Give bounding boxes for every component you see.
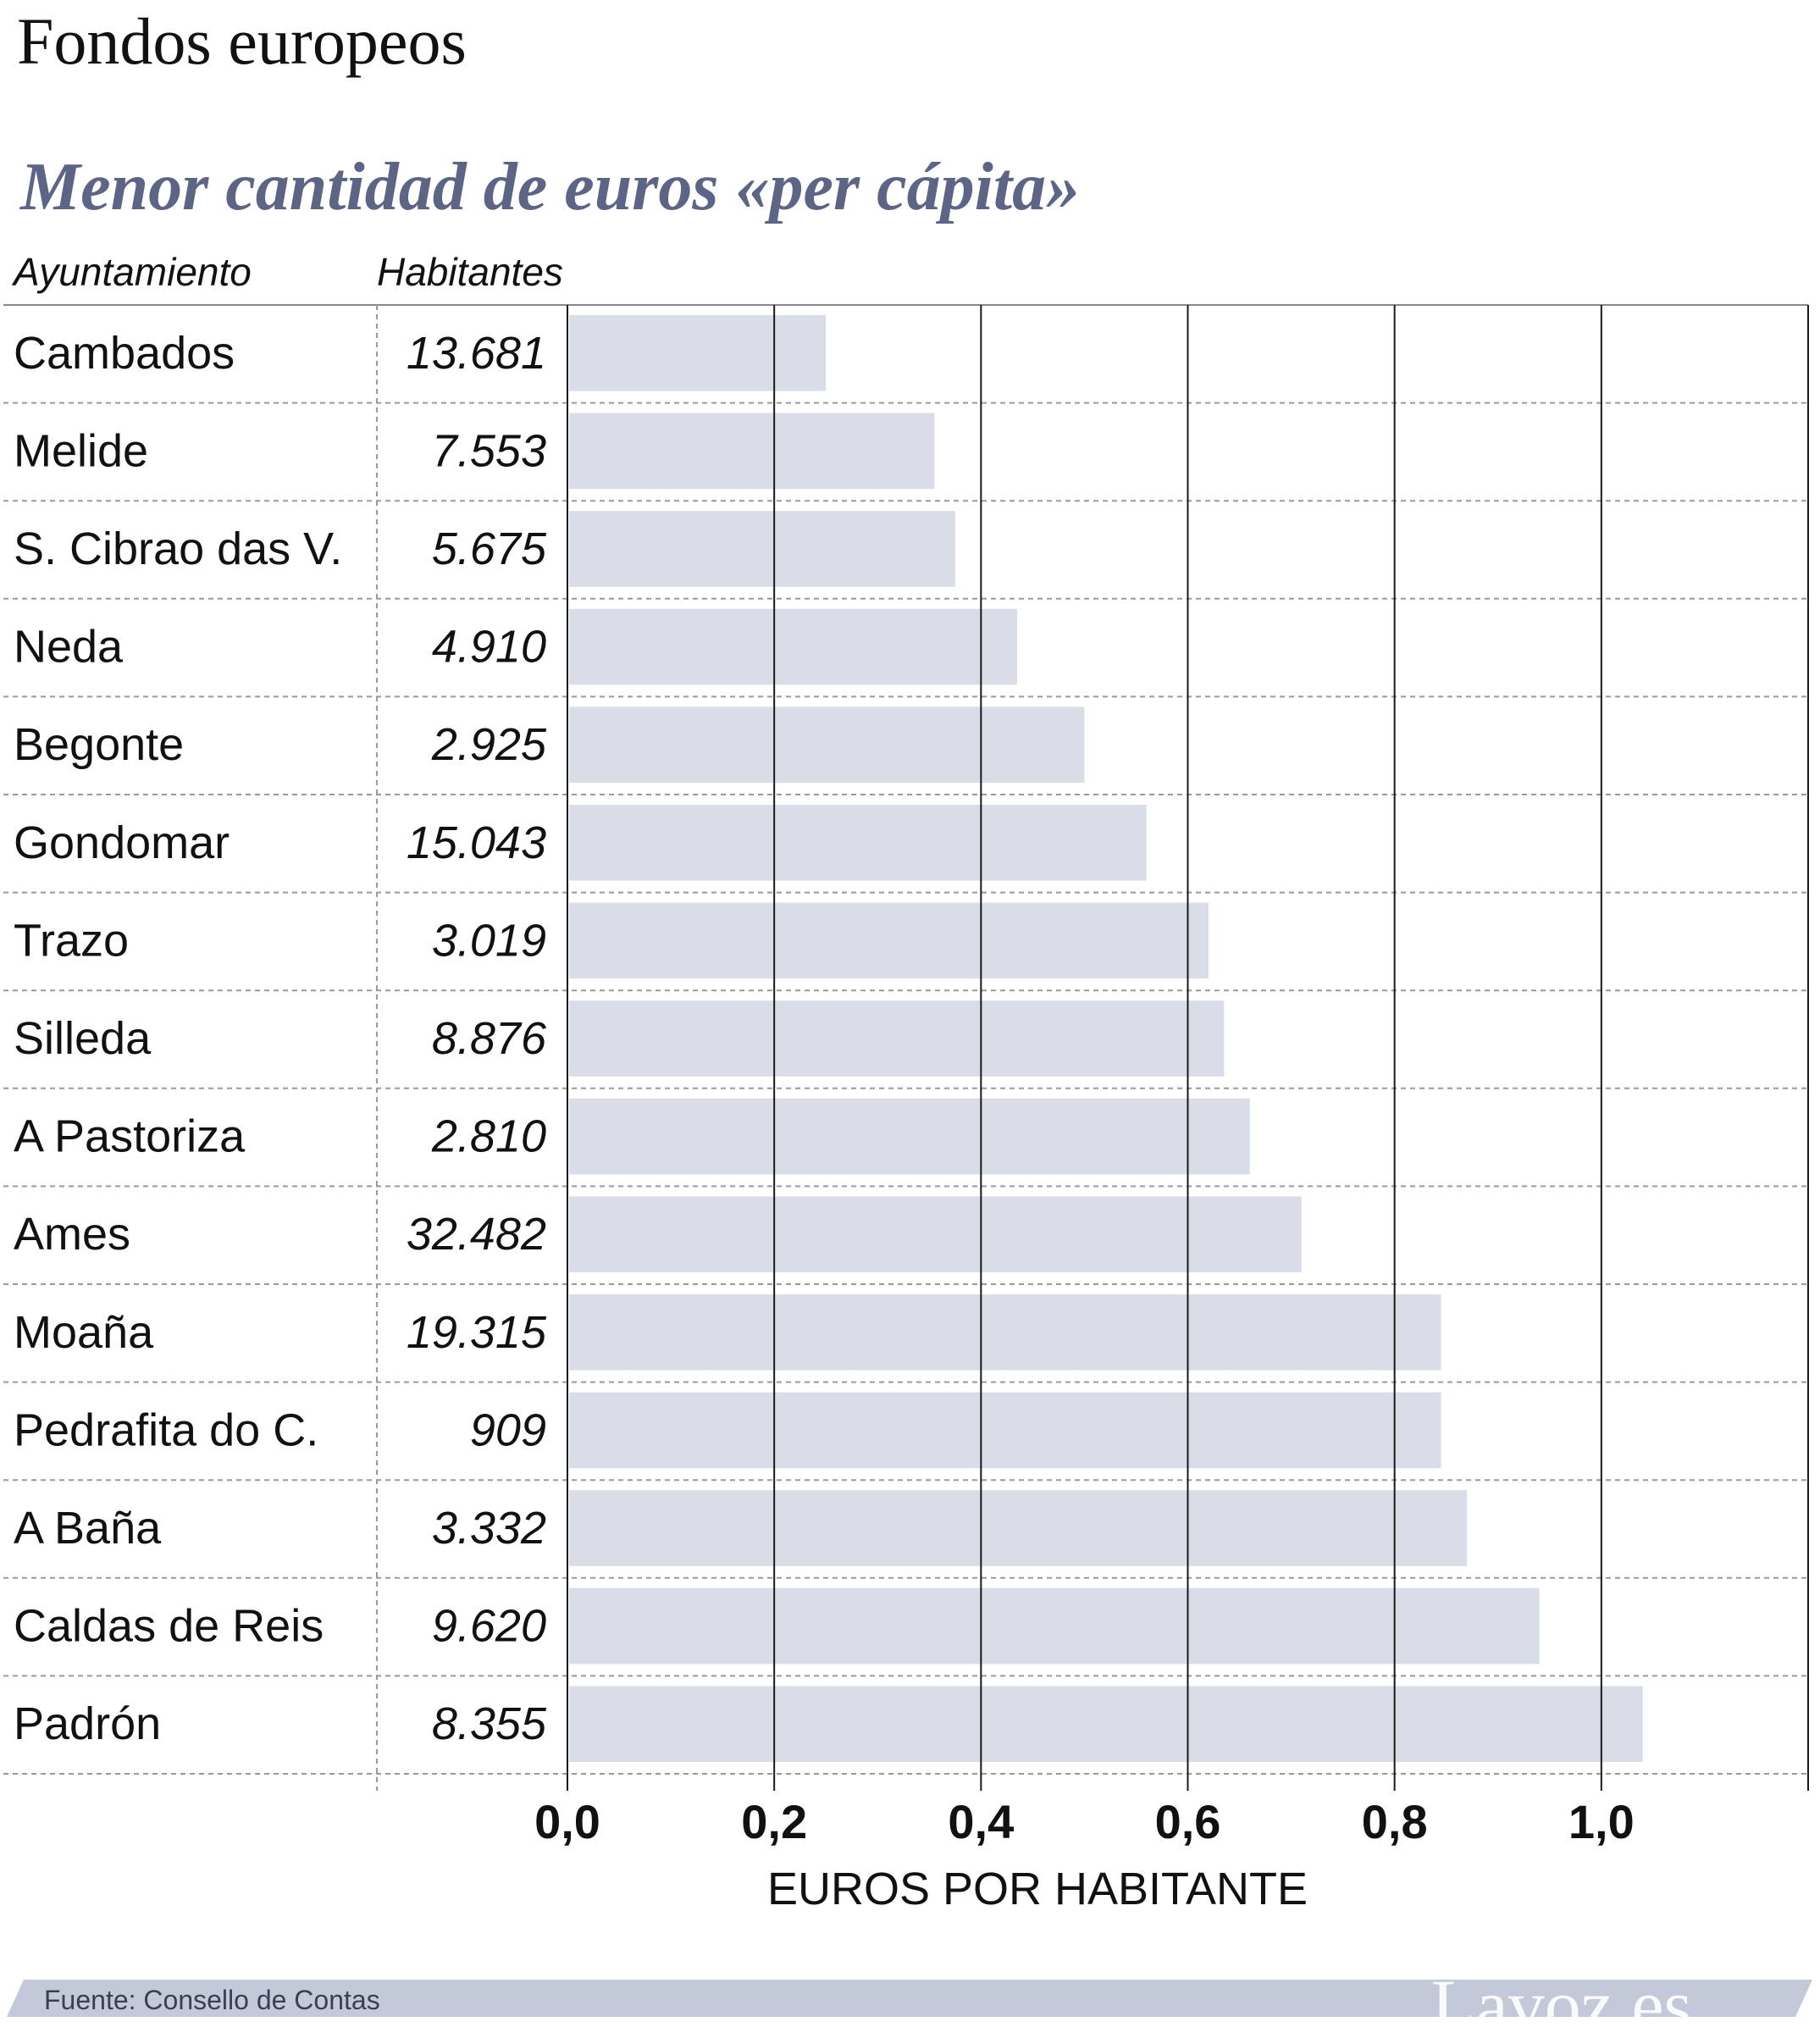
population-label: 909 [470,1404,546,1455]
bar-8 [569,1098,1250,1175]
population-label: 8.355 [432,1698,547,1749]
bar-3 [569,608,1018,685]
bar-7 [569,1000,1225,1077]
population-label: 2.810 [431,1111,546,1162]
population-label: 9.620 [432,1601,546,1652]
ayuntamiento-label: Ames [14,1209,130,1260]
ayuntamiento-label: Trazo [14,915,129,966]
ayuntamiento-label: Begonte [14,719,184,770]
ayuntamiento-label: A Pastoriza [14,1111,246,1162]
footer-band [7,1980,1812,2017]
ayuntamiento-label: Gondomar [14,817,230,868]
x-tick-label: 1,0 [1568,1795,1635,1848]
bar-0 [569,315,827,391]
bar-1 [569,413,935,490]
x-axis-tick-labels: 0,0 0,2 0,4 0,6 0,8 1,0 [534,1795,1635,1848]
column-header-habitantes: Habitantes [377,250,563,294]
x-axis-label: EUROS POR HABITANTE [767,1864,1308,1914]
population-labels: 13.681 7.553 5.675 4.910 2.925 15.043 3.019 8.8… [407,328,547,1749]
bar-13 [569,1587,1540,1665]
bars-group [569,315,1643,1762]
x-tick-label: 0,8 [1362,1795,1428,1848]
population-label: 2.925 [431,719,547,770]
population-label: 8.876 [432,1013,547,1064]
ayuntamiento-labels: Cambados Melide S. Cibrao das V. Neda Begont… [14,328,342,1749]
x-tick-label: 0,4 [948,1795,1014,1848]
bar-4 [569,706,1085,783]
brand-watermark: Lavoz.es [1431,1964,1692,2033]
ayuntamiento-label: Cambados [14,328,235,379]
source-note: Fuente: Consello de Contas [44,1985,380,2015]
population-label: 19.315 [407,1307,547,1358]
population-label: 4.910 [432,622,546,673]
chart-subtitle: Menor cantidad de euros «per cápita» [19,150,1080,224]
ayuntamiento-label: Padrón [14,1698,161,1749]
column-header-ayuntamiento: Ayuntamiento [11,250,252,294]
bar-9 [569,1196,1302,1272]
population-label: 3.332 [432,1503,546,1554]
bar-6 [569,902,1209,979]
ayuntamiento-label: Neda [14,622,124,673]
x-tick-label: 0,0 [534,1795,600,1848]
ayuntamiento-label: Pedrafita do C. [14,1404,318,1455]
gridlines [567,305,1809,1791]
bar-12 [569,1490,1468,1566]
population-label: 7.553 [432,425,546,476]
bar-11 [569,1392,1441,1469]
x-tick-label: 0,6 [1155,1795,1221,1848]
bar-2 [569,511,955,587]
ayuntamiento-label: Caldas de Reis [14,1601,324,1652]
bar-10 [569,1294,1441,1371]
chart-title: Fondos europeos [17,4,467,78]
row-separators [3,304,1808,1791]
population-label: 3.019 [432,915,546,966]
population-label: 13.681 [407,328,546,379]
population-label: 32.482 [407,1209,546,1260]
ayuntamiento-label: A Baña [14,1503,162,1554]
ayuntamiento-label: Melide [14,425,148,476]
bar-14 [569,1686,1643,1762]
ayuntamiento-label: S. Cibrao das V. [14,523,342,574]
population-label: 5.675 [432,523,547,574]
ayuntamiento-label: Silleda [14,1013,152,1064]
bar-5 [569,805,1147,881]
x-tick-label: 0,2 [741,1795,807,1848]
population-label: 15.043 [407,817,546,868]
ayuntamiento-label: Moaña [14,1307,154,1358]
